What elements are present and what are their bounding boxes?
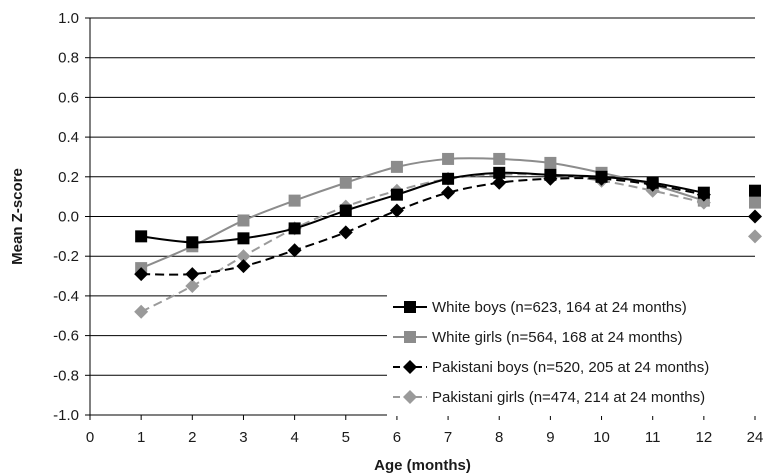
data-point	[237, 214, 250, 227]
data-point-24-months	[748, 209, 762, 224]
x-tick-label: 2	[188, 429, 196, 446]
x-tick-label: 10	[593, 429, 610, 446]
data-point	[237, 232, 250, 245]
data-point	[236, 259, 251, 274]
x-tick-label: 24	[747, 429, 764, 446]
data-point	[696, 187, 711, 202]
series-line	[140, 157, 705, 270]
data-point	[338, 225, 353, 240]
data-point	[339, 204, 352, 217]
legend-label: White girls (n=564, 168 at 24 months)	[432, 329, 683, 346]
data-point	[544, 156, 557, 169]
data-point	[645, 177, 660, 192]
legend-item: White boys (n=623, 164 at 24 months)	[393, 299, 687, 316]
x-axis-title: Age (months)	[374, 457, 471, 474]
legend-marker	[404, 301, 416, 313]
series-2	[134, 171, 762, 282]
data-point	[185, 278, 200, 293]
legend-label: White boys (n=623, 164 at 24 months)	[432, 299, 687, 316]
y-tick-label: -0.4	[53, 288, 79, 305]
data-point	[288, 222, 301, 235]
data-point	[287, 243, 302, 258]
data-point	[288, 194, 301, 207]
legend-marker	[403, 360, 417, 374]
x-tick-label: 11	[645, 429, 661, 446]
data-point	[134, 267, 149, 282]
data-point	[236, 249, 251, 264]
x-tick-label: 3	[239, 429, 247, 446]
legend-item: White girls (n=564, 168 at 24 months)	[393, 329, 683, 346]
data-point	[543, 171, 558, 186]
y-tick-label: -1.0	[53, 407, 79, 424]
y-axis-title: Mean Z-score	[9, 168, 26, 265]
x-tick-label: 6	[393, 429, 401, 446]
y-tick-label: 0.0	[58, 209, 79, 226]
y-tick-label: -0.2	[53, 248, 79, 265]
x-tick-label: 12	[696, 429, 713, 446]
x-tick-label: 5	[342, 429, 350, 446]
x-tick-label: 0	[86, 429, 94, 446]
data-point	[442, 152, 455, 165]
legend-item: Pakistani girls (n=474, 214 at 24 months…	[393, 389, 705, 406]
data-point-24-months	[749, 184, 761, 197]
y-tick-label: 0.4	[58, 129, 79, 146]
y-tick-label: 0.6	[58, 89, 79, 106]
data-point	[135, 230, 148, 243]
legend-item: Pakistani boys (n=520, 205 at 24 months)	[393, 359, 709, 376]
series-0	[135, 166, 761, 249]
legend: White boys (n=623, 164 at 24 months) Whit…	[387, 288, 770, 416]
legend-marker	[403, 390, 417, 404]
data-point	[594, 171, 609, 186]
data-point	[442, 172, 455, 185]
data-point	[493, 166, 506, 179]
x-tick-label: 9	[546, 429, 554, 446]
legend-marker	[404, 331, 416, 343]
series-line	[141, 177, 705, 276]
y-tick-label: 0.8	[58, 50, 79, 67]
y-tick-label: 1.0	[58, 10, 79, 27]
y-tick-label: 0.2	[58, 169, 79, 186]
x-tick-label: 4	[290, 429, 298, 446]
data-point	[389, 203, 404, 218]
legend-label: Pakistani girls (n=474, 214 at 24 months…	[432, 389, 705, 406]
data-point	[134, 304, 149, 319]
y-tick-label: -0.6	[53, 328, 79, 345]
data-point	[185, 267, 200, 282]
data-point	[493, 152, 506, 165]
x-tick-label: 8	[495, 429, 503, 446]
x-tick-label: 1	[137, 429, 145, 446]
data-point	[441, 185, 456, 200]
legend-box	[387, 288, 770, 416]
data-point	[390, 188, 403, 201]
data-point	[390, 160, 403, 173]
data-point-24-months	[749, 196, 761, 209]
data-point	[492, 175, 507, 190]
axes: 1.0 0.8 0.6 0.4 0.2 0.0 -0.2 -0.4 -0.6 -0.8 -1.0 0 1…	[53, 10, 763, 446]
legend-label: Pakistani boys (n=520, 205 at 24 months)	[432, 359, 709, 376]
data-point	[186, 236, 199, 249]
data-point	[696, 195, 711, 210]
y-tick-label: -0.8	[53, 367, 79, 384]
data-point-24-months	[748, 229, 762, 244]
x-tick-label: 7	[444, 429, 452, 446]
series-lines	[134, 152, 762, 319]
data-point	[339, 176, 352, 189]
